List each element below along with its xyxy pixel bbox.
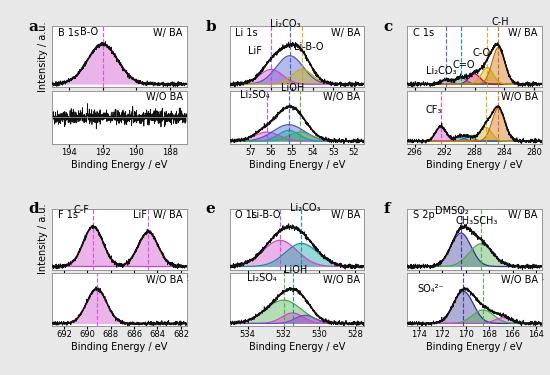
Text: Li₂CO₃: Li₂CO₃	[290, 204, 320, 213]
Text: W/O BA: W/O BA	[146, 275, 183, 285]
X-axis label: Binding Energy / eV: Binding Energy / eV	[72, 342, 168, 352]
Text: B-O: B-O	[80, 27, 98, 37]
Text: C 1s: C 1s	[412, 28, 434, 38]
Text: DMSO₂: DMSO₂	[435, 206, 469, 216]
Text: Li₂CO₃: Li₂CO₃	[426, 66, 456, 76]
X-axis label: Binding Energy / eV: Binding Energy / eV	[426, 342, 522, 352]
Text: d: d	[28, 202, 38, 216]
Text: W/ BA: W/ BA	[153, 28, 183, 38]
Text: LiOH: LiOH	[281, 83, 305, 93]
Text: c: c	[383, 20, 392, 34]
Text: a: a	[28, 20, 38, 34]
Text: F 1s: F 1s	[58, 210, 78, 220]
X-axis label: Binding Energy / eV: Binding Energy / eV	[249, 160, 345, 170]
Text: W/O BA: W/O BA	[323, 92, 360, 102]
Text: C=O: C=O	[452, 60, 475, 70]
Text: Li-B-O: Li-B-O	[251, 210, 280, 220]
X-axis label: Binding Energy / eV: Binding Energy / eV	[249, 342, 345, 352]
Text: W/O BA: W/O BA	[500, 275, 538, 285]
Text: Li₂CO₃: Li₂CO₃	[271, 19, 301, 29]
Text: Li-B-O: Li-B-O	[294, 42, 323, 52]
Text: B 1s: B 1s	[58, 28, 79, 38]
Text: f: f	[383, 202, 390, 216]
Text: e: e	[206, 202, 215, 216]
Text: C-F: C-F	[74, 205, 90, 215]
Text: CH₃SCH₃: CH₃SCH₃	[455, 216, 497, 226]
Text: LiF: LiF	[248, 46, 262, 56]
Text: W/ BA: W/ BA	[508, 210, 538, 220]
Text: W/ BA: W/ BA	[153, 210, 183, 220]
Text: S 2p: S 2p	[412, 210, 434, 220]
Text: LiOH: LiOH	[284, 265, 308, 275]
Text: Li₂SO₄: Li₂SO₄	[240, 90, 270, 101]
Y-axis label: Intensity / a.u.: Intensity / a.u.	[38, 21, 48, 92]
Text: SO₄²⁻: SO₄²⁻	[417, 284, 444, 294]
Text: C-H: C-H	[492, 18, 509, 27]
Text: W/ BA: W/ BA	[508, 28, 538, 38]
Text: Li 1s: Li 1s	[235, 28, 258, 38]
Text: W/O BA: W/O BA	[500, 92, 538, 102]
Text: W/ BA: W/ BA	[331, 28, 360, 38]
Text: CF₃: CF₃	[425, 105, 442, 115]
X-axis label: Binding Energy / eV: Binding Energy / eV	[426, 160, 522, 170]
Text: O 1s: O 1s	[235, 210, 257, 220]
Y-axis label: Intensity / a.u.: Intensity / a.u.	[38, 204, 48, 274]
Text: b: b	[206, 20, 216, 34]
Text: W/ BA: W/ BA	[331, 210, 360, 220]
Text: W/O BA: W/O BA	[146, 92, 183, 102]
Text: LiF: LiF	[133, 210, 147, 220]
Text: W/O BA: W/O BA	[323, 275, 360, 285]
Text: C-O: C-O	[473, 48, 491, 58]
X-axis label: Binding Energy / eV: Binding Energy / eV	[72, 160, 168, 170]
Text: Li₂SO₄: Li₂SO₄	[247, 273, 277, 283]
